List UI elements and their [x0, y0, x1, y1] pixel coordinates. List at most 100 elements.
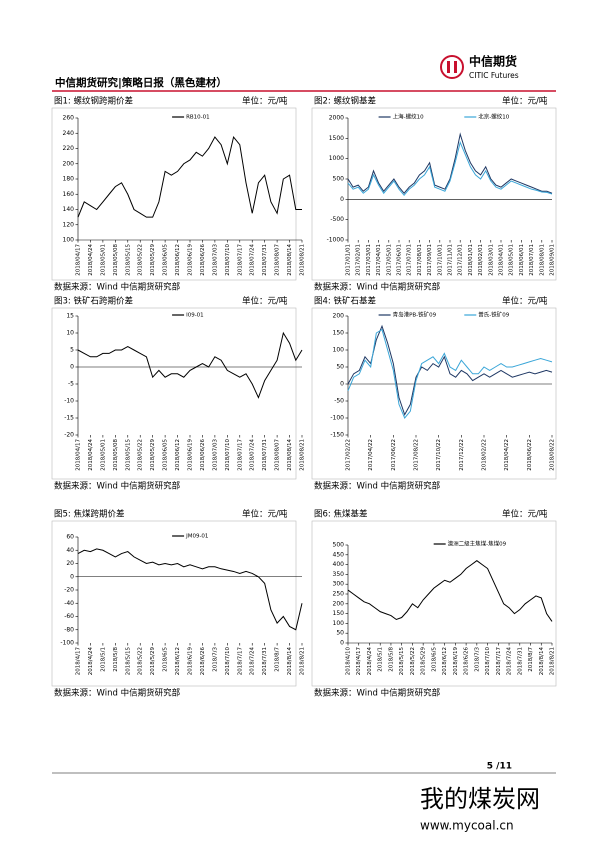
logo-text: CITIC Futures [469, 71, 519, 80]
x-tick-label: 2018/08/14 [287, 244, 293, 276]
x-tick-label: 2018/05/22 [138, 439, 144, 471]
x-tick-label: 2018/09/01 [550, 244, 556, 276]
x-tick-label: 2018/4/24 [88, 647, 94, 676]
x-tick-label: 2018/07/01 [529, 244, 535, 276]
y-tick-label: 150 [333, 330, 345, 337]
x-tick-label: 2018/03/01 [488, 244, 494, 276]
x-tick-label: 2018/7/3 [474, 647, 480, 672]
y-tick-label: 60 [66, 534, 74, 541]
y-tick-label: 240 [63, 130, 75, 137]
x-tick-label: 2017/05/01 [386, 244, 392, 276]
x-tick-label: 2018/07/03 [212, 244, 218, 276]
y-tick-label: -100 [60, 640, 74, 647]
x-tick-label: 2018/07/17 [237, 439, 243, 471]
y-tick-label: -5 [68, 381, 74, 388]
y-tick-label: 40 [66, 547, 74, 554]
series-line [347, 560, 553, 622]
x-tick-label: 2017/11/01 [448, 244, 454, 276]
panel-unit: 单位：元/吨 [242, 96, 288, 107]
panel-source: 数据来源：Wind 中信期货研究部 [314, 282, 441, 293]
panel-unit: 单位：元/吨 [242, 296, 288, 307]
x-tick-label: 2018/5/15 [125, 647, 131, 676]
x-tick-label: 2018/08/07 [275, 244, 281, 276]
x-tick-label: 2018/5/1 [100, 647, 106, 672]
y-tick-label: 150 [333, 610, 345, 617]
panel-unit: 单位：元/吨 [502, 509, 548, 520]
legend-label: I09-01 [186, 313, 204, 319]
x-tick-label: 2018/05/29 [150, 439, 156, 471]
x-tick-label: 2018/6/26 [200, 647, 206, 676]
panel-source: 数据来源：Wind 中信期货研究部 [54, 481, 181, 492]
x-tick-label: 2018/8/14 [539, 647, 545, 676]
x-tick-label: 2018/06/19 [188, 244, 194, 276]
series-line [77, 331, 303, 399]
y-tick-label: 5 [70, 347, 74, 354]
x-tick-label: 2018/4/24 [367, 647, 373, 676]
x-tick-label: 2018/02/22 [482, 439, 488, 471]
y-tick-label: 2000 [329, 115, 344, 122]
x-tick-label: 2018/7/10 [485, 647, 491, 676]
panel-source: 数据来源：Wind 中信期货研究部 [314, 481, 441, 492]
y-tick-label: -20 [64, 432, 74, 439]
x-tick-label: 2018/05/01 [100, 244, 106, 276]
x-tick-label: 2018/05/29 [150, 244, 156, 276]
x-tick-label: 2018/08/14 [287, 439, 293, 471]
x-tick-label: 2018/8/7 [275, 647, 281, 672]
x-tick-label: 2018/7/24 [250, 647, 256, 676]
page-number: 5 /11 [487, 762, 512, 772]
panel-title: 图3: 铁矿石跨期价差 [54, 296, 133, 307]
x-tick-label: 2017/10/22 [436, 439, 442, 471]
x-tick-label: 2018/04/17 [76, 244, 82, 276]
panel-frame [51, 307, 297, 480]
y-tick-label: 50 [336, 630, 344, 637]
y-tick-label: 200 [333, 313, 345, 320]
panel-title: 图4: 铁矿石基差 [314, 296, 376, 307]
x-tick-label: 2018/4/17 [76, 647, 82, 676]
x-tick-label: 2018/07/31 [262, 439, 268, 471]
y-tick-label: 10 [66, 330, 74, 337]
x-tick-label: 2017/06/22 [391, 439, 397, 471]
series-line [347, 140, 553, 197]
x-tick-label: 2018/5/29 [150, 647, 156, 676]
x-tick-label: 2018/08/22 [550, 439, 556, 471]
x-tick-label: 2017/12/22 [459, 439, 465, 471]
x-tick-label: 2018/07/24 [250, 439, 256, 471]
x-tick-label: 2018/05/08 [113, 439, 119, 471]
x-tick-label: 2018/5/15 [399, 647, 405, 676]
y-tick-label: 180 [63, 176, 75, 183]
x-tick-label: 2018/5/8 [388, 647, 394, 672]
y-tick-label: 100 [63, 237, 75, 244]
x-tick-label: 2018/06/05 [163, 244, 169, 276]
y-tick-label: -150 [330, 432, 344, 439]
panel-title: 图2: 螺纹钢基差 [314, 96, 376, 107]
y-tick-label: 140 [63, 206, 75, 213]
y-tick-label: 160 [63, 191, 75, 198]
y-tick-label: 260 [63, 115, 75, 122]
y-tick-label: -80 [64, 626, 74, 633]
x-tick-label: 2018/06/19 [188, 439, 194, 471]
y-tick-label: -15 [64, 415, 74, 422]
logo-text: 中信期货 [469, 54, 517, 69]
panel-source: 数据来源：Wind 中信期货研究部 [54, 688, 181, 699]
x-tick-label: 2018/6/5 [163, 647, 169, 672]
x-tick-label: 2017/07/01 [407, 244, 413, 276]
legend-label: JM09-01 [185, 534, 208, 540]
y-tick-label: 250 [333, 591, 345, 598]
x-tick-label: 2018/5/1 [378, 647, 384, 672]
y-tick-label: 0 [340, 640, 344, 647]
logo: 中信期货 CITIC Futures [440, 54, 519, 80]
x-tick-label: 2018/7/24 [507, 647, 513, 676]
x-tick-label: 2018/8/21 [300, 647, 306, 675]
y-tick-label: 220 [63, 145, 75, 152]
y-tick-label: 200 [333, 600, 345, 607]
y-tick-label: 200 [63, 160, 75, 167]
legend-label: 上海-螺纹10 [393, 113, 424, 121]
x-tick-label: 2018/06/12 [175, 244, 181, 276]
series-line [347, 328, 553, 419]
panel-title: 图5: 焦煤跨期价差 [54, 509, 124, 520]
panel-frame [51, 520, 297, 687]
y-tick-label: -40 [64, 600, 74, 607]
x-tick-label: 2018/8/14 [287, 647, 293, 676]
panel-title: 图6: 焦煤基差 [314, 509, 367, 520]
